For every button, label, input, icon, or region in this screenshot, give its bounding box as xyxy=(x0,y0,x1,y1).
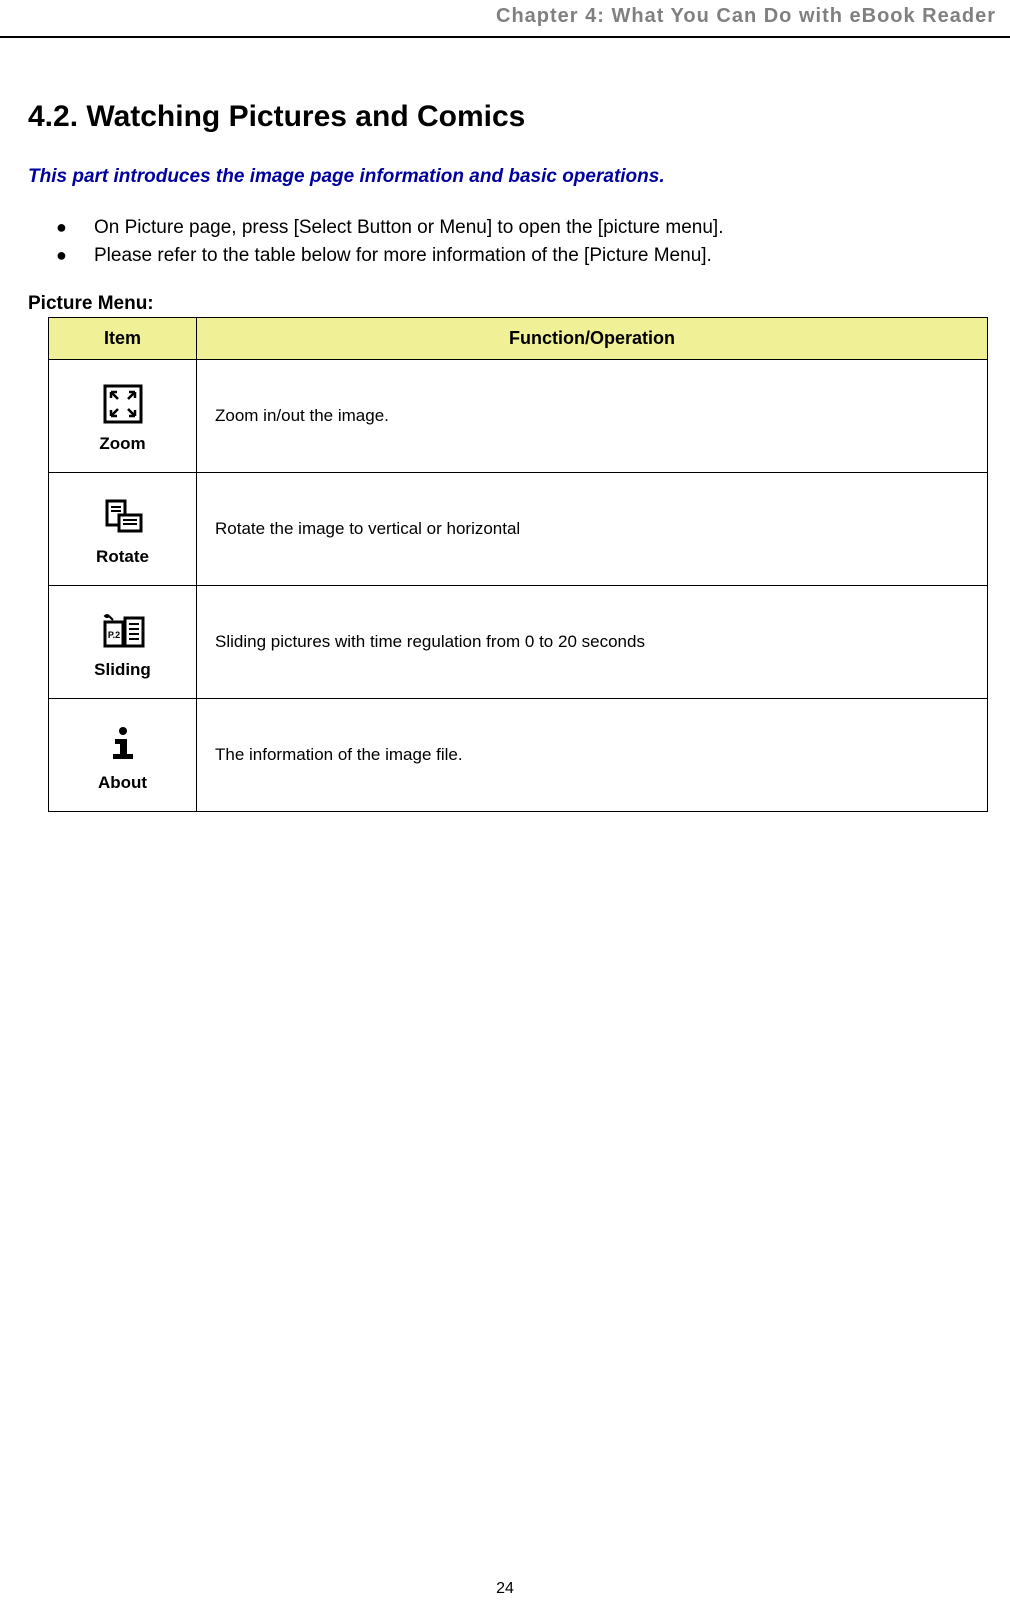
item-label: About xyxy=(98,773,147,793)
item-cell-rotate: Rotate xyxy=(49,473,197,586)
table-header-function: Function/Operation xyxy=(197,318,988,360)
table-row: P.2 Sliding Sliding pictures with time r… xyxy=(49,586,988,699)
table-header-item: Item xyxy=(49,318,197,360)
table-row: Rotate Rotate the image to vertical or h… xyxy=(49,473,988,586)
list-item: On Picture page, press [Select Button or… xyxy=(56,214,982,242)
table-title: Picture Menu: xyxy=(28,293,982,315)
picture-menu-table: Item Function/Operation Zoom Zoom in/out… xyxy=(48,317,988,812)
table-header-row: Item Function/Operation xyxy=(49,318,988,360)
header-divider xyxy=(0,36,1010,38)
function-cell: Zoom in/out the image. xyxy=(197,360,988,473)
about-icon xyxy=(101,721,145,765)
item-label: Rotate xyxy=(96,547,149,567)
item-cell-zoom: Zoom xyxy=(49,360,197,473)
item-label: Zoom xyxy=(99,434,145,454)
item-cell-about: About xyxy=(49,699,197,812)
zoom-icon xyxy=(101,382,145,426)
function-cell: Sliding pictures with time regulation fr… xyxy=(197,586,988,699)
function-cell: Rotate the image to vertical or horizont… xyxy=(197,473,988,586)
list-item: Please refer to the table below for more… xyxy=(56,242,982,270)
bullet-list: On Picture page, press [Select Button or… xyxy=(28,214,982,269)
table-row: Zoom Zoom in/out the image. xyxy=(49,360,988,473)
item-label: Sliding xyxy=(94,660,151,680)
rotate-icon xyxy=(101,495,145,539)
chapter-header: Chapter 4: What You Can Do with eBook Re… xyxy=(28,0,996,28)
table-row: About The information of the image file. xyxy=(49,699,988,812)
sliding-icon: P.2 xyxy=(101,608,145,652)
page-number: 24 xyxy=(496,1580,514,1598)
svg-text:P.2: P.2 xyxy=(107,630,119,640)
function-cell: The information of the image file. xyxy=(197,699,988,812)
section-heading: 4.2. Watching Pictures and Comics xyxy=(28,100,982,134)
item-cell-sliding: P.2 Sliding xyxy=(49,586,197,699)
intro-text: This part introduces the image page info… xyxy=(28,166,982,188)
